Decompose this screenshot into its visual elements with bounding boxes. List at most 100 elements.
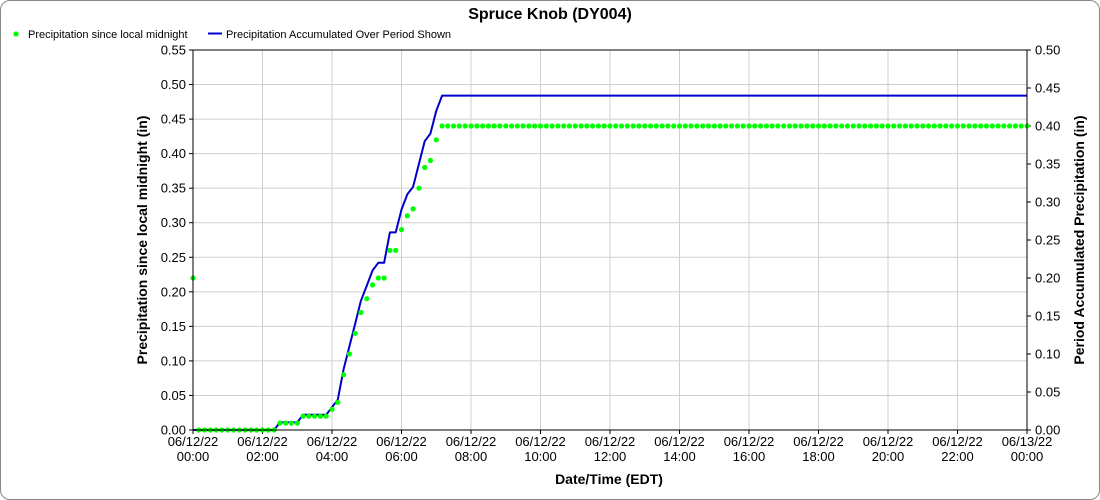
precip-point <box>792 123 798 129</box>
x-tick-date: 06/12/22 <box>168 434 219 449</box>
x-tick-time: 02:00 <box>246 449 279 464</box>
precip-point <box>897 123 903 129</box>
precip-point <box>497 123 503 129</box>
left-tick-label: 0.50 <box>161 77 186 92</box>
x-tick-date: 06/12/22 <box>793 434 844 449</box>
precip-point <box>590 123 596 129</box>
precip-point <box>288 420 294 426</box>
x-tick-time: 04:00 <box>316 449 349 464</box>
precip-point <box>978 123 984 129</box>
precip-point <box>700 123 706 129</box>
x-tick-time: 08:00 <box>455 449 488 464</box>
plot-area-border <box>192 49 1028 431</box>
precip-point <box>850 123 856 129</box>
precip-point <box>543 123 549 129</box>
legend-label-accumulated: Precipitation Accumulated Over Period Sh… <box>226 29 451 41</box>
precip-point <box>358 309 364 316</box>
right-tick-label: 0.10 <box>1035 347 1060 362</box>
precip-point <box>665 123 671 129</box>
precip-point <box>433 137 439 143</box>
precip-point <box>306 413 312 419</box>
left-tick-label: 0.45 <box>161 112 186 127</box>
x-tick-date: 06/12/22 <box>237 434 288 449</box>
left-tick-label: 0.25 <box>161 250 186 265</box>
precip-point <box>676 123 683 129</box>
precip-point <box>688 123 694 129</box>
x-tick-date: 06/12/22 <box>307 434 358 449</box>
precip-point <box>1018 123 1024 129</box>
precip-point <box>966 123 972 129</box>
precip-point <box>815 123 822 129</box>
precip-point <box>346 351 352 357</box>
x-tick-date: 06/12/22 <box>446 434 497 449</box>
precip-point <box>960 123 966 129</box>
left-tick-label: 0.05 <box>161 388 186 403</box>
precip-point <box>520 123 526 129</box>
left-tick-label: 0.15 <box>161 319 186 334</box>
right-tick-label: 0.25 <box>1035 233 1060 248</box>
precip-point <box>370 282 376 288</box>
precip-point <box>398 227 405 233</box>
precip-point <box>595 123 602 129</box>
precip-point <box>410 206 416 212</box>
precip-point <box>810 123 816 129</box>
precip-point <box>891 123 897 129</box>
precip-point <box>537 123 544 129</box>
x-tick-date: 06/12/22 <box>724 434 775 449</box>
precip-point <box>775 123 781 129</box>
precip-point <box>404 213 410 219</box>
x-tick-time: 18:00 <box>802 449 835 464</box>
precip-point <box>416 185 422 191</box>
right-tick-label: 0.40 <box>1035 119 1060 134</box>
precip-point <box>821 123 827 129</box>
precip-point <box>746 123 752 129</box>
precip-point <box>648 123 654 129</box>
right-tick-label: 0.20 <box>1035 271 1060 286</box>
precip-point <box>804 123 810 129</box>
left-tick-label: 0.10 <box>161 353 186 368</box>
precip-point <box>584 123 590 129</box>
precip-point <box>451 123 457 129</box>
x-tick-time: 12:00 <box>594 449 627 464</box>
precip-point <box>422 164 428 171</box>
precip-point <box>480 123 486 129</box>
right-tick-label: 0.05 <box>1035 385 1060 400</box>
precip-point <box>844 123 851 129</box>
precip-point <box>329 406 335 412</box>
precip-point <box>885 123 891 129</box>
precip-point <box>439 123 445 129</box>
chart-title: Spruce Knob (DY004) <box>468 6 632 23</box>
grid <box>192 49 1028 431</box>
right-tick-label: 0.00 <box>1035 423 1060 438</box>
precip-point <box>323 413 329 419</box>
x-tick-time: 22:00 <box>941 449 974 464</box>
left-tick-label: 0.55 <box>161 43 186 58</box>
precip-point <box>908 123 914 129</box>
precip-point <box>995 123 1001 129</box>
precip-point <box>364 296 370 302</box>
x-tick-time: 14:00 <box>663 449 696 464</box>
left-tick-label: 0.20 <box>161 284 186 299</box>
precip-point <box>601 123 607 129</box>
precip-point <box>619 123 625 129</box>
precip-point <box>474 123 480 129</box>
precip-point <box>468 123 474 129</box>
right-tick-label: 0.35 <box>1035 157 1060 172</box>
left-tick-label: 0.30 <box>161 215 186 230</box>
precip-point <box>989 123 995 129</box>
precip-point <box>509 123 515 129</box>
precip-point <box>705 123 712 129</box>
precip-point <box>578 123 584 129</box>
precip-point <box>456 123 462 129</box>
precip-point <box>375 275 381 281</box>
precip-point <box>312 413 318 419</box>
precip-point <box>926 123 932 129</box>
precip-point <box>566 123 573 129</box>
precip-point <box>1012 123 1019 129</box>
precip-point <box>503 123 509 129</box>
precip-point <box>954 123 961 129</box>
precip-point <box>462 123 468 129</box>
precip-point <box>624 123 631 129</box>
precip-point <box>387 247 393 253</box>
